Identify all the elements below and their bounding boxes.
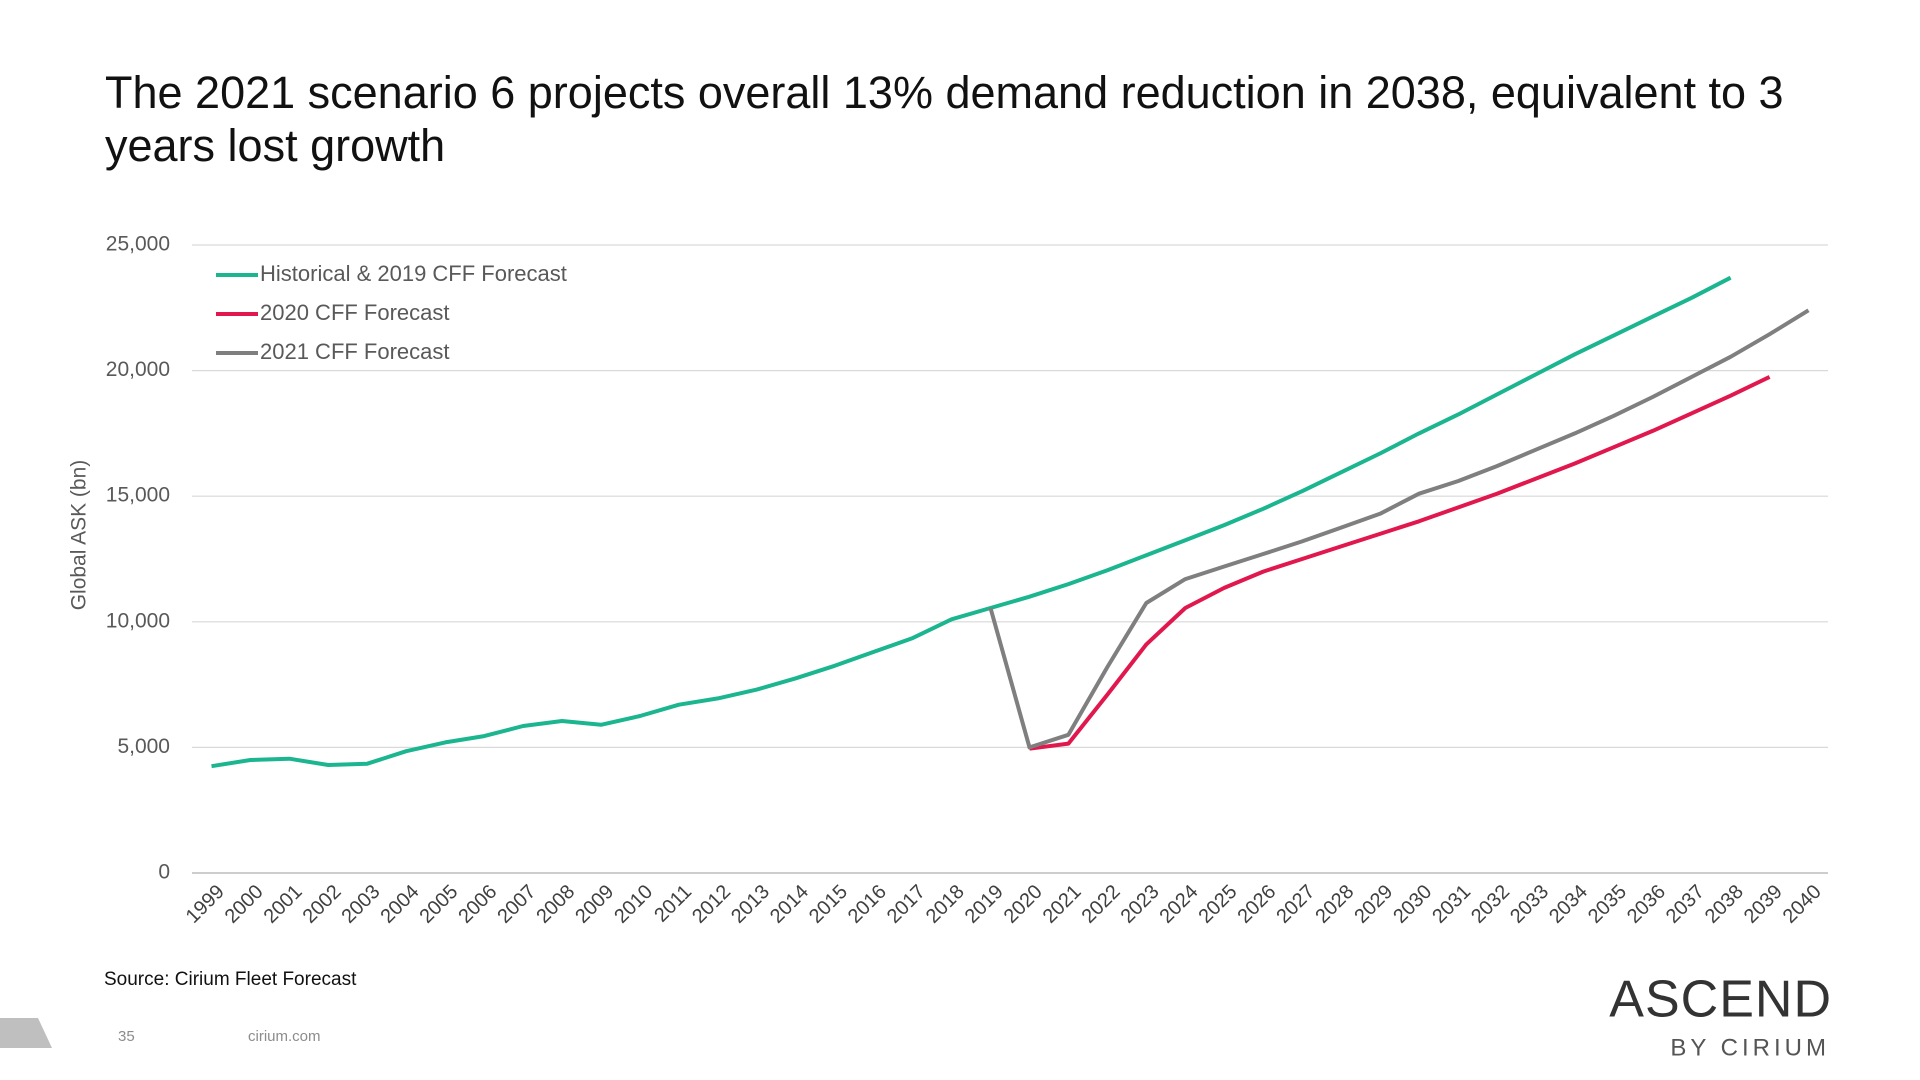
x-tick-label: 2006 xyxy=(454,881,501,928)
x-tick-label: 2035 xyxy=(1584,881,1631,928)
x-tick-label: 2033 xyxy=(1506,881,1553,928)
x-tick-label: 2015 xyxy=(805,881,852,928)
y-tick-label: 15,000 xyxy=(106,484,170,507)
x-tick-label: 2016 xyxy=(844,881,891,928)
x-tick-label: 2003 xyxy=(338,881,385,928)
x-tick-label: 2034 xyxy=(1545,881,1592,928)
x-tick-label: 2004 xyxy=(376,881,423,928)
chart-title: The 2021 scenario 6 projects overall 13%… xyxy=(105,67,1784,171)
x-tick-label: 2009 xyxy=(571,881,618,928)
x-tick-label: 2017 xyxy=(883,881,930,928)
x-tick-label: 2022 xyxy=(1078,881,1125,928)
x-tick-label: 2018 xyxy=(922,881,969,928)
x-tick-label: 2005 xyxy=(415,881,462,928)
x-tick-label: 2013 xyxy=(727,881,774,928)
x-tick-label: 2025 xyxy=(1194,881,1241,928)
x-tick-label: 2000 xyxy=(221,881,268,928)
x-tick-label: 2036 xyxy=(1623,881,1670,928)
x-tick-label: 2030 xyxy=(1389,881,1436,928)
x-tick-label: 2012 xyxy=(688,881,735,928)
x-tick-label: 2040 xyxy=(1779,881,1826,928)
x-tick-label: 2021 xyxy=(1039,881,1086,928)
y-tick-label: 5,000 xyxy=(117,735,170,758)
x-tick-label: 2037 xyxy=(1662,881,1709,928)
x-tick-label: 2028 xyxy=(1311,881,1358,928)
x-tick-label: 2024 xyxy=(1156,881,1203,928)
legend-label: 2020 CFF Forecast xyxy=(260,300,450,325)
logo-sub: BY CIRIUM xyxy=(1670,1034,1830,1061)
x-tick-label: 2002 xyxy=(299,881,346,928)
legend-label: Historical & 2019 CFF Forecast xyxy=(260,261,567,286)
series-line xyxy=(1029,375,1771,751)
x-tick-label: 2020 xyxy=(1000,881,1047,928)
x-tick-label: 2029 xyxy=(1350,881,1397,928)
x-tick-label: 1999 xyxy=(182,881,229,928)
series-line xyxy=(211,275,1732,769)
x-tick-label: 2014 xyxy=(766,881,813,928)
source: Source: Cirium Fleet Forecast xyxy=(104,969,357,990)
y-tick-label: 10,000 xyxy=(106,609,170,632)
logo-name: ASCEND xyxy=(1609,971,1832,1029)
x-tick-label: 2011 xyxy=(650,881,696,927)
x-tick-label: 2008 xyxy=(532,881,579,928)
x-tick-label: 2031 xyxy=(1428,881,1475,928)
y-tick-label: 25,000 xyxy=(106,233,170,256)
x-tick-label: 2019 xyxy=(961,881,1008,928)
y-tick-label: 0 xyxy=(158,861,170,884)
x-tick-label: 2026 xyxy=(1233,881,1280,928)
x-tick-label: 2023 xyxy=(1117,881,1164,928)
x-tick-label: 2038 xyxy=(1701,881,1748,928)
x-tick-label: 2007 xyxy=(493,881,540,928)
x-tick-label: 2039 xyxy=(1740,881,1787,928)
page-number: 35 xyxy=(118,1028,135,1045)
y-tick-label: 20,000 xyxy=(106,358,170,381)
x-tick-label: 2032 xyxy=(1467,881,1514,928)
series-line xyxy=(988,308,1810,750)
x-tick-label: 2001 xyxy=(260,881,307,928)
x-tick-label: 2010 xyxy=(610,881,657,928)
legend-label: 2021 CFF Forecast xyxy=(260,339,450,364)
x-tick-label: 2027 xyxy=(1272,881,1319,928)
site: cirium.com xyxy=(248,1028,321,1045)
y-axis-title: Global ASK (bn) xyxy=(68,460,91,611)
footer-tab xyxy=(0,1018,52,1048)
